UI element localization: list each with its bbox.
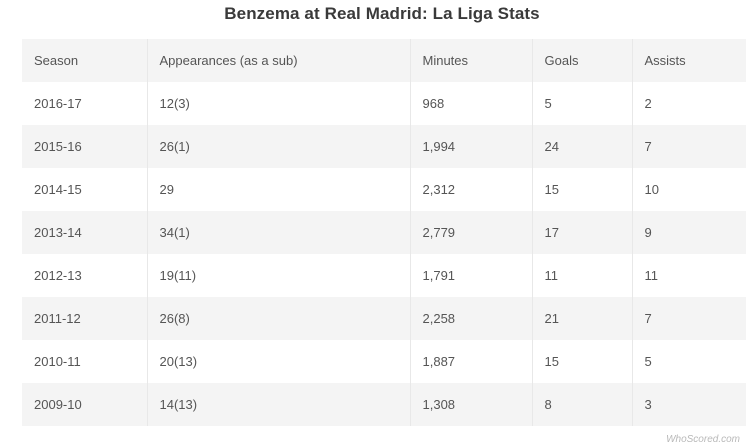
cell-assists: 7: [644, 311, 652, 326]
cell-goals: 8: [532, 383, 633, 426]
cell-goals: 11: [532, 254, 633, 297]
column-header-goals: Goals: [532, 39, 633, 82]
chart-title: Benzema at Real Madrid: La Liga Stats: [224, 4, 540, 23]
cell-goals: 24: [532, 125, 633, 168]
cell-goals: 17: [532, 211, 633, 254]
cell-minutes: 1,791: [410, 254, 533, 297]
cell-minutes: 1,994: [410, 125, 533, 168]
cell-minutes: 2,258: [410, 297, 533, 340]
cell-assists: 5: [644, 354, 652, 369]
cell-goals: 15: [532, 168, 633, 211]
cell-appearances: 26(8): [147, 297, 411, 340]
cell-assists: 10: [644, 182, 659, 197]
column-header-assists: Assists: [644, 53, 686, 68]
cell-season: 2014-15: [22, 168, 148, 211]
column-header-appearances: Appearances (as a sub): [147, 39, 411, 82]
cell-assists: 9: [644, 225, 652, 240]
cell-season: 2011-12: [22, 297, 148, 340]
cell-assists: 11: [644, 268, 659, 283]
table-row: 2010-11 20(13) 1,887 15 5: [22, 340, 746, 383]
column-header-season: Season: [22, 39, 148, 82]
cell-minutes: 1,308: [410, 383, 533, 426]
cell-appearances: 12(3): [147, 82, 411, 125]
cell-assists: 7: [644, 139, 652, 154]
cell-goals: 5: [532, 82, 633, 125]
table-row: 2013-14 34(1) 2,779 17 9: [22, 211, 746, 254]
table-row: 2009-10 14(13) 1,308 8 3: [22, 383, 746, 426]
cell-minutes: 1,887: [410, 340, 533, 383]
cell-season: 2013-14: [22, 211, 148, 254]
cell-assists: 3: [644, 397, 652, 412]
stats-table: Season Appearances (as a sub) Minutes Go…: [22, 39, 746, 426]
table-row: 2014-15 29 2,312 15 10: [22, 168, 746, 211]
column-header-minutes: Minutes: [410, 39, 533, 82]
cell-appearances: 14(13): [147, 383, 411, 426]
cell-minutes: 968: [410, 82, 533, 125]
cell-appearances: 34(1): [147, 211, 411, 254]
cell-goals: 21: [532, 297, 633, 340]
cell-season: 2015-16: [22, 125, 148, 168]
table-row: 2012-13 19(11) 1,791 11 11: [22, 254, 746, 297]
cell-appearances: 29: [147, 168, 411, 211]
cell-season: 2012-13: [22, 254, 148, 297]
cell-season: 2016-17: [22, 82, 148, 125]
table-row: 2016-17 12(3) 968 5 2: [22, 82, 746, 125]
cell-goals: 15: [532, 340, 633, 383]
table-row: 2011-12 26(8) 2,258 21 7: [22, 297, 746, 340]
watermark-logo: WhoScored.com: [666, 434, 740, 445]
cell-assists: 2: [644, 96, 652, 111]
cell-appearances: 20(13): [147, 340, 411, 383]
cell-minutes: 2,779: [410, 211, 533, 254]
table-row: 2015-16 26(1) 1,994 24 7: [22, 125, 746, 168]
cell-minutes: 2,312: [410, 168, 533, 211]
header-row: Season Appearances (as a sub) Minutes Go…: [22, 39, 746, 82]
cell-season: 2010-11: [22, 340, 148, 383]
cell-appearances: 19(11): [147, 254, 411, 297]
cell-season: 2009-10: [22, 383, 148, 426]
cell-appearances: 26(1): [147, 125, 411, 168]
